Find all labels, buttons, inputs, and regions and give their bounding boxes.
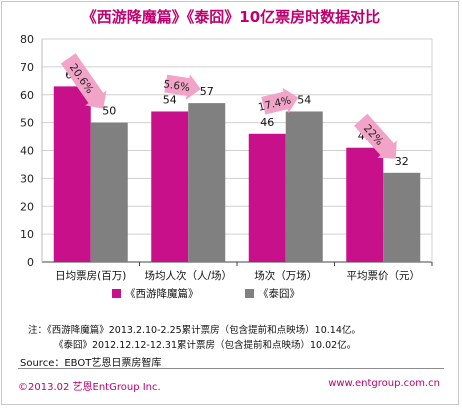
y-tick-label: 50 xyxy=(20,117,34,130)
data-label: 46 xyxy=(260,116,274,129)
legend-swatch xyxy=(245,289,254,298)
y-tick-label: 80 xyxy=(20,33,34,46)
y-tick-label: 70 xyxy=(20,61,34,74)
data-label: 32 xyxy=(395,155,409,168)
y-tick-label: 40 xyxy=(20,145,34,158)
bar xyxy=(188,103,226,262)
growth-arrow xyxy=(354,113,397,159)
y-tick-label: 20 xyxy=(20,200,34,213)
data-label: 54 xyxy=(163,93,177,106)
y-tick-label: 30 xyxy=(20,172,34,185)
divider xyxy=(18,368,444,369)
note-line-1: 注：《西游降魔篇》2013.2.10-2.25累计票房（包含提前和点映场）10.… xyxy=(28,325,361,336)
y-tick-label: 10 xyxy=(20,228,34,241)
bar xyxy=(151,111,189,262)
data-label: 54 xyxy=(297,93,311,106)
growth-arrow xyxy=(261,87,299,115)
copyright-text: ©2013.02 艺恩EntGroup Inc. xyxy=(18,382,161,393)
x-tick-label: 平均票价（元） xyxy=(347,270,421,282)
bar xyxy=(383,172,421,262)
bar xyxy=(53,86,91,262)
x-tick-label: 场均人次（人/场） xyxy=(144,269,232,282)
bar xyxy=(346,147,384,262)
website-link[interactable]: www.entgroup.com.cn xyxy=(328,378,440,389)
data-label: 57 xyxy=(200,85,214,98)
x-tick-label: 场次（万场） xyxy=(254,269,317,282)
chart-title: 《西游降魔篇》《泰囧》10亿票房时数据对比 xyxy=(81,8,381,26)
legend-swatch xyxy=(112,289,121,298)
bar xyxy=(90,122,128,262)
growth-label: 5.6% xyxy=(163,78,191,94)
y-tick-label: 0 xyxy=(27,256,34,269)
growth-arrow xyxy=(60,53,107,109)
y-tick-label: 60 xyxy=(20,89,34,102)
growth-arrow xyxy=(164,74,201,100)
bar xyxy=(285,111,323,262)
x-tick-label: 日均票房(百万) xyxy=(55,269,126,282)
bar xyxy=(248,133,286,262)
legend-label: 《西游降魔篇》 xyxy=(125,287,199,300)
legend-label: 《泰囧》 xyxy=(258,287,300,300)
source-label: Source：EBOT艺恩日票房智库 xyxy=(20,358,162,369)
note-line-2: 《泰囧》2012.12.12-12.31累计票房（包含提前和点映场）10.02亿… xyxy=(54,340,357,351)
data-label: 50 xyxy=(102,105,116,118)
